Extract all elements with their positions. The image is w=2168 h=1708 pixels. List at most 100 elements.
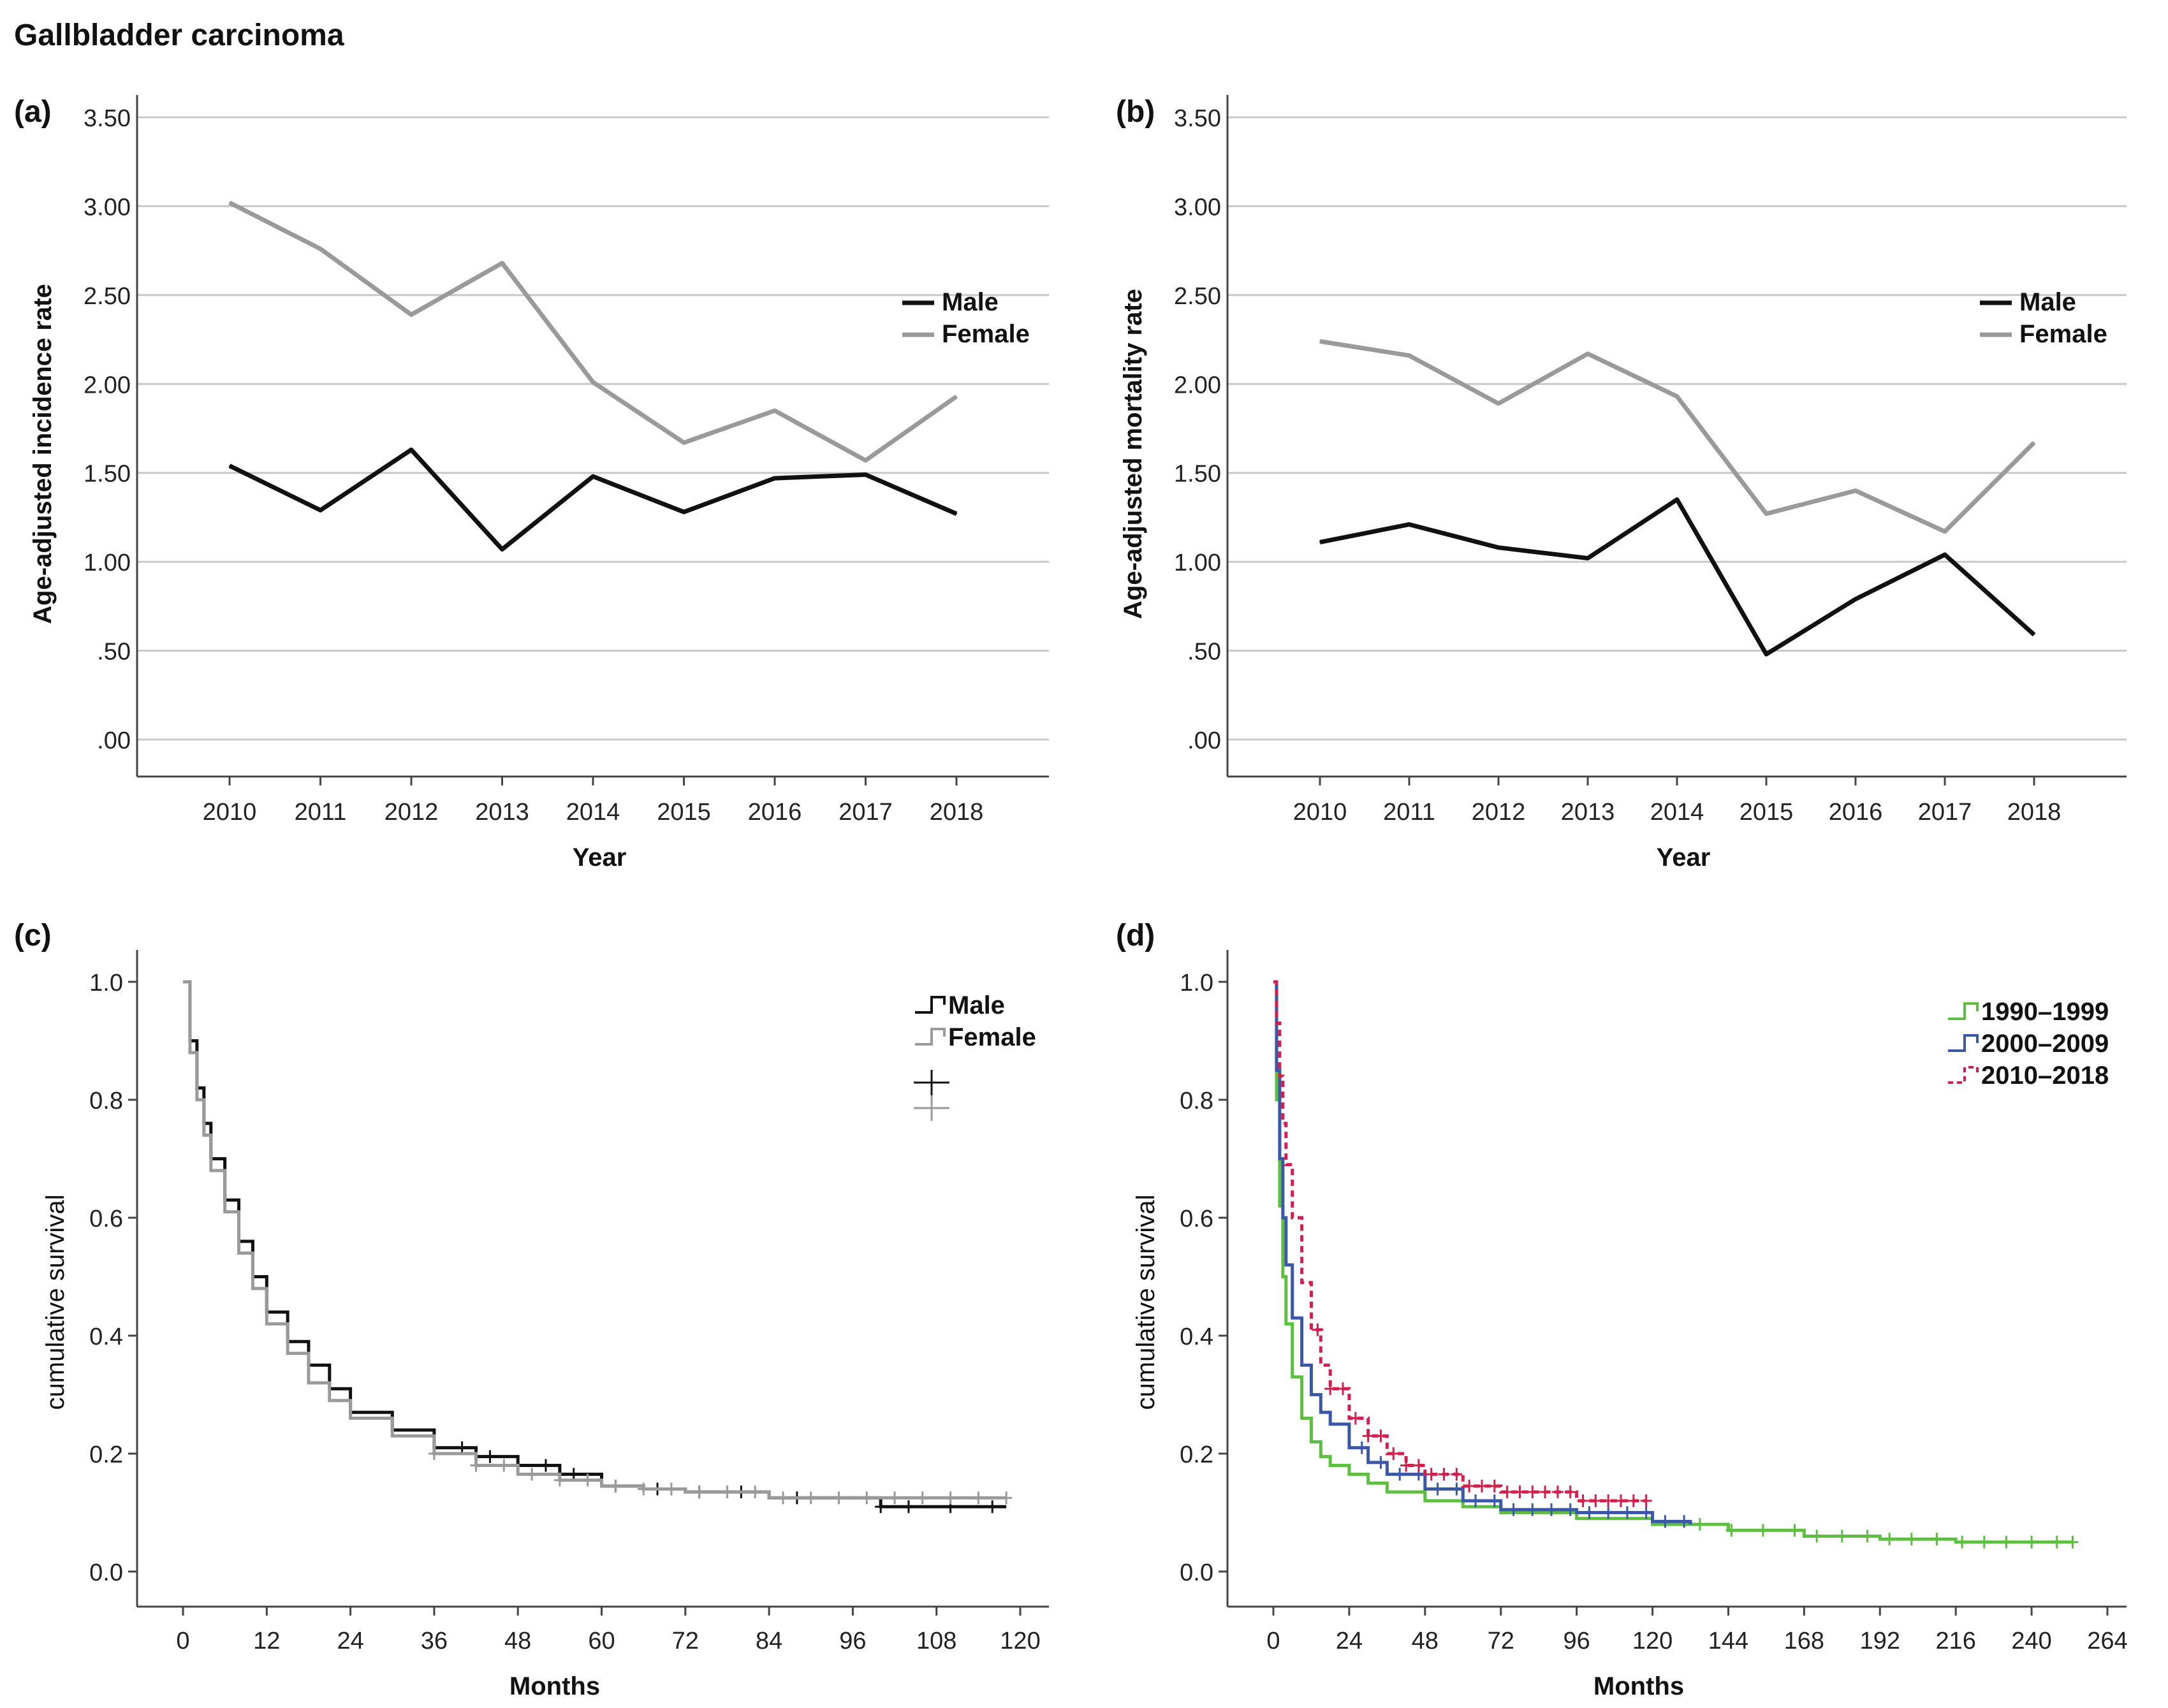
y-tick-label: 0.2 [89, 1442, 123, 1468]
legend-label: Male [948, 991, 1005, 1019]
data-point-male [2033, 634, 2035, 636]
series-line-male [228, 447, 958, 552]
x-tick-label: 0 [1266, 1628, 1280, 1654]
censor-mark [1432, 1482, 1444, 1496]
legend-label: Female [948, 1023, 1036, 1051]
censor-mark [1425, 1468, 1437, 1481]
legend-censor-mark [914, 1095, 949, 1121]
censor-mark [1577, 1494, 1589, 1507]
y-tick-label: 1.50 [1174, 461, 1221, 488]
censor-mark [1659, 1515, 1671, 1528]
x-tick-label: 192 [1860, 1628, 1900, 1654]
data-point-male [1409, 523, 1410, 525]
censor-mark [805, 1491, 817, 1505]
censor-mark [986, 1500, 999, 1514]
y-tick-label: 1.0 [1180, 970, 1213, 996]
legend-swatch [1948, 1002, 1979, 1020]
x-tick-label: 2012 [1472, 799, 1526, 826]
censor-mark [1514, 1485, 1526, 1499]
censor-mark [1362, 1429, 1374, 1443]
data-point-female [501, 262, 503, 264]
censor-mark [526, 1468, 538, 1481]
censor-mark [1590, 1494, 1602, 1507]
censor-mark [498, 1459, 510, 1472]
legend-label: 1990–1999 [1981, 998, 2109, 1026]
x-tick-label: 2016 [748, 799, 802, 826]
legend-label: 2000–2009 [1981, 1030, 2109, 1058]
x-tick-label: 2013 [1561, 799, 1615, 826]
censor-mark [1412, 1459, 1425, 1472]
y-tick-label: 2.50 [84, 283, 131, 310]
censor-mark [777, 1491, 789, 1505]
censor-mark [539, 1459, 552, 1472]
data-point-female [1409, 354, 1410, 356]
x-tick-label: 96 [839, 1628, 866, 1654]
censor-mark [1884, 1533, 1896, 1546]
censor-mark [456, 1441, 468, 1454]
censor-mark [1337, 1382, 1349, 1396]
x-tick-label: 24 [1336, 1628, 1363, 1654]
legend-swatch [1948, 1066, 1979, 1084]
censor-mark [1375, 1456, 1387, 1469]
censor-mark [1324, 1382, 1337, 1396]
data-point-male [956, 513, 957, 515]
data-point-male [592, 476, 594, 478]
censor-mark [1546, 1503, 1557, 1516]
censor-mark [428, 1447, 440, 1460]
censor-mark [1388, 1447, 1400, 1460]
x-axis-title: Months [509, 1672, 600, 1700]
censor-mark [1400, 1459, 1412, 1472]
censor-mark [889, 1491, 901, 1505]
censor-mark [582, 1473, 594, 1487]
censor-mark [1476, 1479, 1488, 1493]
censor-mark [1602, 1506, 1615, 1519]
x-tick-label: 48 [1412, 1628, 1439, 1654]
censor-mark [721, 1485, 733, 1499]
x-tick-label: 2018 [2007, 799, 2062, 826]
data-point-female [956, 395, 957, 397]
x-tick-label: 2017 [839, 799, 893, 826]
censor-mark [665, 1482, 677, 1496]
data-point-male [1498, 546, 1499, 548]
data-point-female [1587, 353, 1588, 354]
censor-mark [1789, 1524, 1801, 1537]
x-tick-label: 2014 [1650, 799, 1704, 826]
x-tick-label: 216 [1935, 1628, 1975, 1654]
x-tick-label: 240 [2011, 1628, 2051, 1654]
censor-mark [1488, 1494, 1500, 1507]
censor-mark [1931, 1533, 1943, 1546]
data-point-male [1766, 653, 1767, 655]
censor-mark [1564, 1503, 1576, 1516]
y-tick-label: 1.00 [84, 550, 131, 576]
censor-mark [916, 1491, 928, 1505]
y-axis-title: cumulative survival [41, 1195, 70, 1410]
data-point-male [229, 465, 230, 467]
x-tick-label: 2017 [1918, 799, 1972, 826]
censor-mark [1627, 1494, 1639, 1507]
censor-mark [484, 1450, 496, 1463]
y-tick-label: 1.0 [89, 970, 123, 996]
data-point-male [1587, 557, 1588, 559]
censor-mark [875, 1500, 887, 1514]
censor-mark [833, 1491, 845, 1505]
legend-censor-mark [914, 1070, 949, 1095]
x-tick-label: 120 [1632, 1628, 1673, 1654]
censor-mark [1861, 1529, 1873, 1543]
data-point-male [683, 511, 685, 513]
censor-mark [1438, 1468, 1450, 1481]
legend-swatch [915, 996, 946, 1014]
x-tick-label: 36 [421, 1628, 448, 1654]
data-point-male [774, 478, 775, 479]
censor-mark [693, 1485, 705, 1499]
censor-mark [2026, 1535, 2038, 1549]
censor-mark [610, 1479, 622, 1493]
data-point-male [865, 474, 867, 476]
data-point-female [592, 381, 594, 383]
x-tick-label: 2015 [1740, 799, 1794, 826]
survival-curve-0 [1273, 980, 2073, 1544]
censor-mark [638, 1482, 650, 1496]
x-tick-label: 48 [504, 1628, 531, 1654]
x-axis-title: Year [1657, 843, 1711, 872]
censor-mark [1725, 1524, 1738, 1537]
